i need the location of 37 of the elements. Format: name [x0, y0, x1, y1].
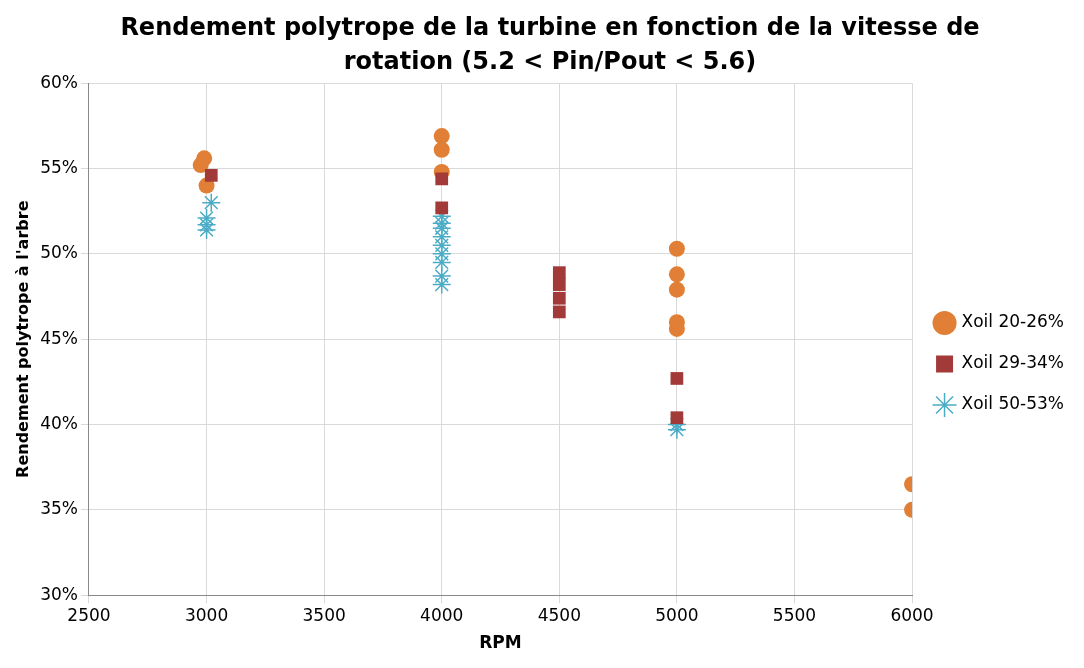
x-axis-title: RPM [479, 632, 522, 653]
chart-title: Rendement polytrope de la turbine en fonction de la vitesse de rotation (5.2 < Pin/Pout < 5.6) [119, 12, 981, 77]
x-tick-label: 5500 [772, 604, 817, 625]
y-tick-label: 55% [40, 156, 78, 177]
point [433, 128, 450, 145]
y-tick-label: 60% [40, 71, 78, 92]
y-tick-label: 45% [40, 327, 78, 348]
y-axis-title: Rendement polytrope à l'arbre [12, 200, 32, 478]
point [204, 169, 218, 182]
point [668, 281, 685, 298]
x-tick-label: 5000 [655, 604, 699, 625]
y-tick-label: 35% [40, 498, 78, 519]
point [670, 411, 684, 425]
point [435, 201, 449, 215]
x-tick-label: 4500 [537, 604, 581, 625]
point [668, 240, 685, 257]
x-tick-label: 6000 [890, 604, 934, 625]
point [201, 192, 222, 213]
point [552, 291, 566, 305]
point [670, 372, 684, 385]
y-tick-label: 50% [40, 242, 78, 263]
point [552, 278, 566, 291]
point [552, 305, 566, 319]
point [435, 172, 449, 186]
y-tick-label: 40% [40, 412, 78, 433]
y-tick-label: 30% [40, 583, 78, 604]
x-tick-label: 4000 [420, 604, 464, 625]
point [552, 266, 566, 279]
legend-label: Xoil 20-26% [961, 311, 1064, 332]
point [433, 141, 450, 158]
legend-label: Xoil 50-53% [961, 393, 1064, 414]
legend-label: Xoil 29-34% [961, 352, 1064, 373]
point [668, 266, 685, 283]
point [196, 150, 213, 167]
x-tick-label: 2500 [67, 604, 111, 625]
x-tick-label: 3500 [302, 604, 346, 625]
x-tick-label: 3000 [184, 604, 229, 625]
